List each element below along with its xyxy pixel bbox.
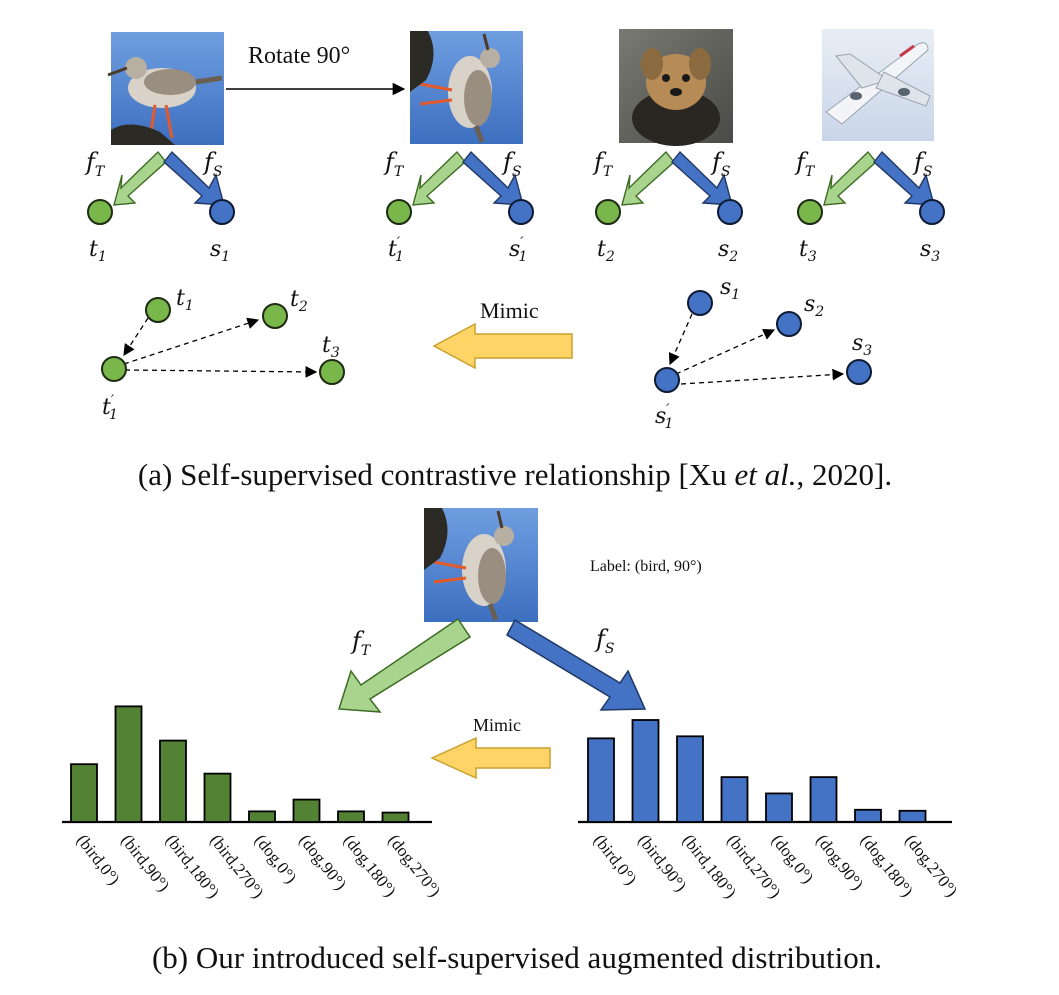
encoder-group-4: fT fS t3 s3: [794, 148, 945, 265]
bar-3: [159, 739, 187, 823]
bar-7: [337, 810, 365, 823]
encoder-group-3: fT fS t2 s2: [592, 148, 743, 265]
node-s1-prime: [654, 367, 680, 393]
teacher-output-node: [797, 199, 823, 225]
teacher-arrow: [621, 150, 675, 206]
teacher-output-label: t′ 1: [388, 235, 404, 265]
bar-3: [676, 735, 704, 823]
student-output-label: s1: [210, 237, 230, 265]
rotated-bird-photo-b: [424, 508, 538, 622]
cluster-label-t1: t1: [176, 286, 194, 314]
bar-7: [854, 808, 882, 823]
bar-2: [631, 719, 660, 823]
cluster-label-t2: t2: [290, 287, 308, 315]
bar-6: [292, 798, 321, 823]
cluster-label-s1-prime: s′ 1: [655, 402, 673, 432]
teacher-output-label: t3: [799, 237, 817, 265]
bar-1: [70, 763, 98, 823]
encoder-group-2: fT fS t′ 1 s′ 1: [383, 148, 534, 265]
teacher-arrow-b: [337, 617, 472, 713]
caption-b: (b) Our introduced self-supervised augme…: [152, 940, 882, 975]
encoder-groups: fT fS t1 s1 fT fS t′ 1 s′ 1 fT fS t2 s2 fT fS t3 s3: [84, 148, 945, 265]
student-output-label: s2: [718, 237, 738, 265]
bar-5: [248, 810, 276, 823]
student-relation-cluster: s1 s2 s3 s′ 1: [654, 275, 872, 432]
cluster-label-t1-prime: t′ 1: [102, 393, 118, 423]
fS-label: fS: [710, 148, 730, 180]
student-arrow: [163, 150, 225, 206]
node-s1: [687, 290, 713, 316]
teacher-output-node: [595, 199, 621, 225]
fS-label: fS: [501, 148, 521, 180]
teacher-arrow: [113, 150, 167, 206]
teacher-output-label: t1: [89, 237, 107, 265]
panel-b: Label: (bird, 90°) fT fS Mimic (bird,0°)…: [62, 508, 961, 975]
cluster-label-s3: s3: [852, 331, 872, 359]
tick-label: (bird,0°): [73, 831, 124, 889]
label-text: Label: (bird, 90°): [590, 558, 702, 575]
fS-label: fS: [202, 148, 222, 180]
node-t2: [262, 303, 288, 329]
mimic-arrow-a: [432, 322, 573, 370]
node-s2: [776, 311, 802, 337]
teacher-output-label: t2: [597, 237, 615, 265]
student-arrow-b: [506, 618, 647, 711]
teacher-relation-cluster: t1 t2 t3 t′ 1: [101, 286, 345, 423]
bird-photo: [107, 32, 224, 145]
airplane-photo: [822, 29, 934, 141]
caption-a: (a) Self-supervised contrastive relation…: [138, 457, 892, 492]
fS-label: fS: [912, 148, 932, 180]
fS-label-b: fS: [594, 625, 614, 657]
node-t3: [319, 359, 345, 385]
node-s3: [846, 359, 872, 385]
rotated-bird-photo: [410, 31, 523, 144]
fT-label: fT: [794, 148, 816, 180]
fT-label-b: fT: [350, 627, 372, 659]
student-output-node: [209, 199, 235, 225]
mimic-label-b: Mimic: [473, 715, 521, 735]
student-output-node: [717, 199, 743, 225]
rotate-label: Rotate 90°: [248, 43, 350, 69]
mimic-arrow-b: [430, 736, 551, 780]
fT-label: fT: [84, 148, 106, 180]
bar-1: [587, 737, 615, 823]
teacher-output-node: [87, 199, 113, 225]
student-arrow: [671, 150, 733, 206]
student-arrow: [462, 150, 524, 206]
bar-5: [765, 792, 793, 823]
node-t1: [145, 297, 171, 323]
bar-8: [898, 809, 927, 823]
student-arrow: [873, 150, 935, 206]
fT-label: fT: [383, 148, 405, 180]
student-output-label: s′ 1: [509, 235, 527, 265]
teacher-arrow: [412, 150, 466, 206]
cluster-label-t3: t3: [322, 333, 340, 361]
node-t1-prime: [101, 356, 127, 382]
teacher-output-node: [386, 199, 412, 225]
student-output-node: [919, 199, 945, 225]
cluster-label-s1: s1: [720, 275, 740, 303]
bar-4: [720, 776, 749, 823]
encoder-group-1: fT fS t1 s1: [84, 148, 235, 265]
teacher-arrow: [823, 150, 877, 206]
teacher-distribution-chart: (bird,0°)(bird,90°)(bird,180°)(bird,270°…: [62, 705, 444, 902]
bar-6: [809, 776, 838, 823]
student-output-node: [508, 199, 534, 225]
bar-8: [381, 811, 410, 823]
bar-2: [114, 705, 143, 823]
fT-label: fT: [592, 148, 614, 180]
tick-label: (bird,0°): [590, 831, 641, 889]
bar-4: [203, 772, 232, 823]
student-distribution-chart: (bird,0°)(bird,90°)(bird,180°)(bird,270°…: [578, 719, 961, 902]
dog-photo: [619, 29, 733, 146]
student-output-label: s3: [920, 237, 940, 265]
mimic-label-a: Mimic: [480, 298, 539, 323]
cluster-label-s2: s2: [804, 292, 824, 320]
